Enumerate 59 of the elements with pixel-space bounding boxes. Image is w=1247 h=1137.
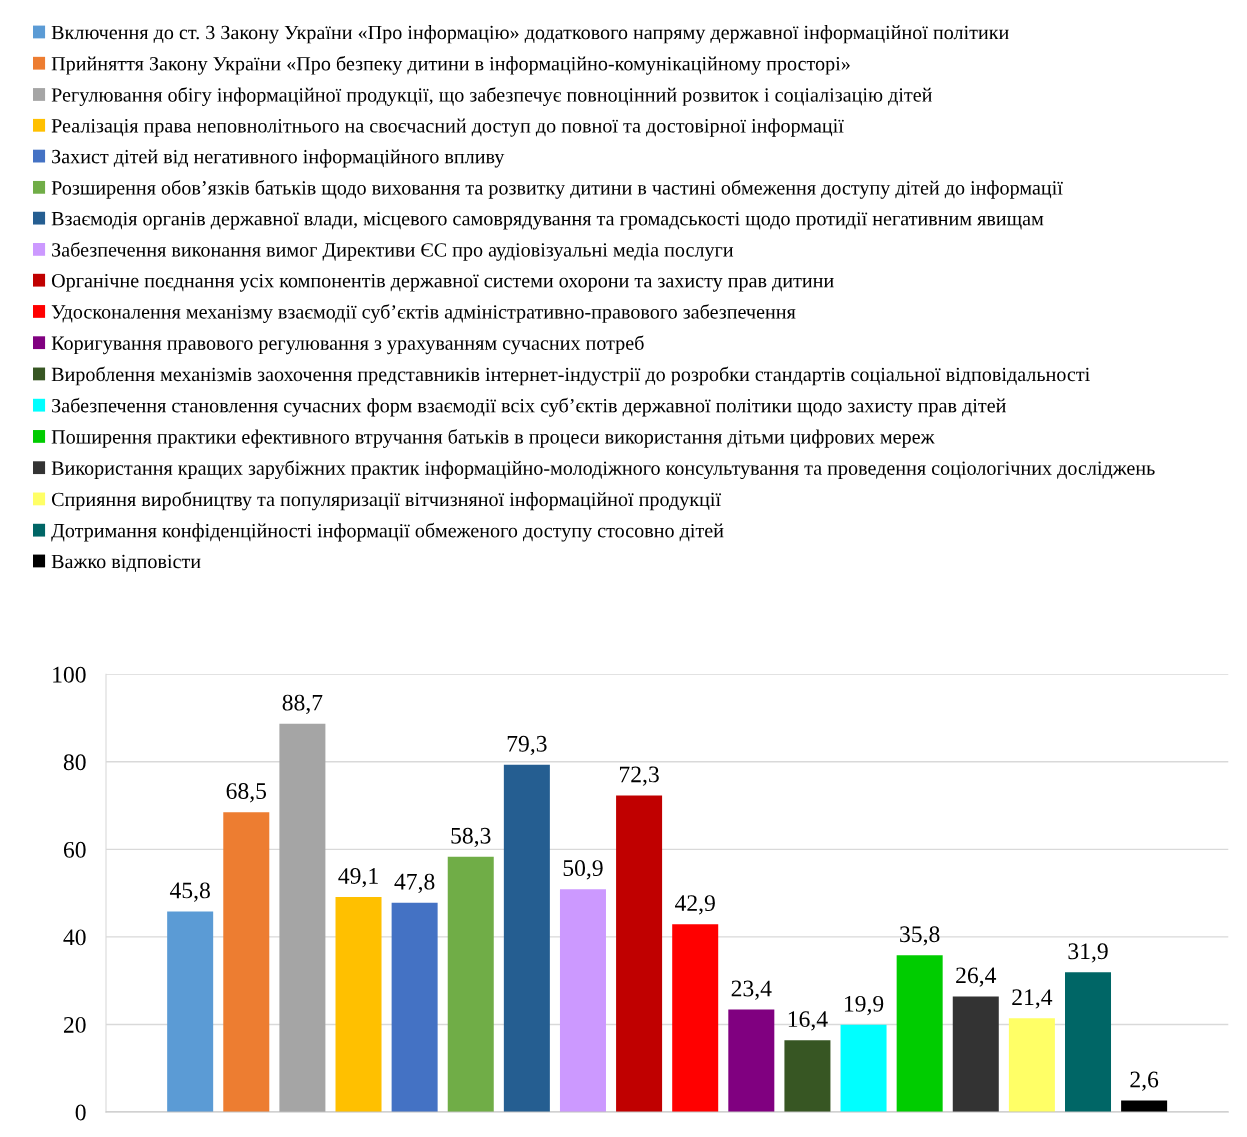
data-label: 23,4 <box>731 980 772 1000</box>
y-tick-label: 0 <box>75 1104 86 1121</box>
y-tick-label: 40 <box>63 929 86 946</box>
y-tick-label: 60 <box>63 841 86 858</box>
bar <box>223 812 270 1112</box>
data-label: 72,3 <box>619 766 659 786</box>
bar <box>167 911 214 1112</box>
data-label: 19,9 <box>844 995 884 1016</box>
bar <box>503 764 550 1112</box>
bar <box>559 889 606 1112</box>
y-tick-label: 20 <box>63 1016 86 1033</box>
bar <box>279 723 326 1112</box>
bar <box>784 1040 831 1112</box>
legend-label: Включення до ст. 3 Закону України «Про інформацію» додаткового напряму державної інформаційної політики <box>51 25 1009 44</box>
data-label: 45,8 <box>169 882 210 902</box>
data-label: 42,9 <box>675 895 715 915</box>
legend-label: Коригування правового регулювання з урахуванням сучасних потреб <box>51 335 644 355</box>
data-label: 88,7 <box>282 694 323 714</box>
legend-label: Регулювання обігу інформаційної продукції, що забезпечує повноцінний розвиток і соціалізацію дітей <box>51 87 932 106</box>
data-label: 31,9 <box>1068 943 1108 963</box>
legend-label: Забезпечення виконання вимог Директиви ЄС про аудіовізуальні медіа послуги <box>52 242 734 261</box>
data-label: 47,8 <box>394 873 435 894</box>
legend-label: Дотримання конфіденційності інформації обмеженого доступу стосовно дітей <box>51 522 724 542</box>
legend-label: Взаємодія органів державної влади, місцевого самоврядування та громадськості щодо протидії негативним явищам <box>51 211 1044 230</box>
data-label: 16,4 <box>788 1011 828 1031</box>
bar <box>728 1009 775 1112</box>
bar <box>616 795 663 1112</box>
legend-label: Прийняття Закону України «Про безпеку дитини в інформаційно-комунікаційному просторі» <box>51 55 850 75</box>
bar <box>840 1024 887 1112</box>
data-label: 68,5 <box>226 783 267 803</box>
data-label: 26,4 <box>956 967 997 987</box>
legend-label: Забезпечення становлення сучасних форм взаємодії всіх суб’єктів державної політики щодо захисту прав дітей <box>52 397 1006 417</box>
bar <box>672 924 719 1112</box>
legend-label: Вироблення механізмів заохочення представників інтернет-індустрії до розробки стандартів соціальної відповідальності <box>51 366 1090 386</box>
bar <box>896 955 943 1112</box>
bar <box>1008 1018 1055 1112</box>
data-label: 58,3 <box>451 827 491 848</box>
data-label: 21,4 <box>1012 989 1053 1009</box>
legend-label: Сприяння виробництву та популяризації вітчизняної інформаційної продукції <box>51 491 722 511</box>
legend-label: Важко відповісти <box>51 554 201 572</box>
legend-label: Поширення практики ефективного втручання батьків в процеси використання дітьми цифрових мереж <box>51 429 935 448</box>
data-label: 79,3 <box>507 735 547 756</box>
legend-label: Використання кращих зарубіжних практик інформаційно-молодіжного консультування та проведення соціологічних досліджень <box>51 460 1155 480</box>
bar <box>447 856 494 1112</box>
data-label: 35,8 <box>900 926 940 946</box>
data-label: 2,6 <box>1130 1071 1159 1091</box>
y-tick-label: 100 <box>53 666 86 683</box>
y-tick-label: 80 <box>63 754 86 771</box>
data-label: 49,1 <box>338 868 378 888</box>
data-label: 50,9 <box>563 860 603 880</box>
legend-label: Розширення обов’язків батьків щодо виховання та розвитку дитини в частині обмеження доступу дітей до інформації <box>51 180 1063 199</box>
bar <box>391 902 438 1112</box>
bar <box>335 897 382 1112</box>
legend-label: Органічне поєднання усіх компонентів державної системи охорони та захисту прав дитини <box>51 273 834 292</box>
legend-label: Захист дітей від негативного інформаційного впливу <box>52 149 505 168</box>
legend-label: Реалізація права неповнолітнього на своєчасний доступ до повної та достовірної інформації <box>51 118 844 137</box>
legend-label: Удосконалення механізму взаємодії суб’єктів адміністративно-правового забезпечення <box>51 304 796 323</box>
bar <box>952 996 999 1112</box>
bar <box>1065 972 1112 1112</box>
